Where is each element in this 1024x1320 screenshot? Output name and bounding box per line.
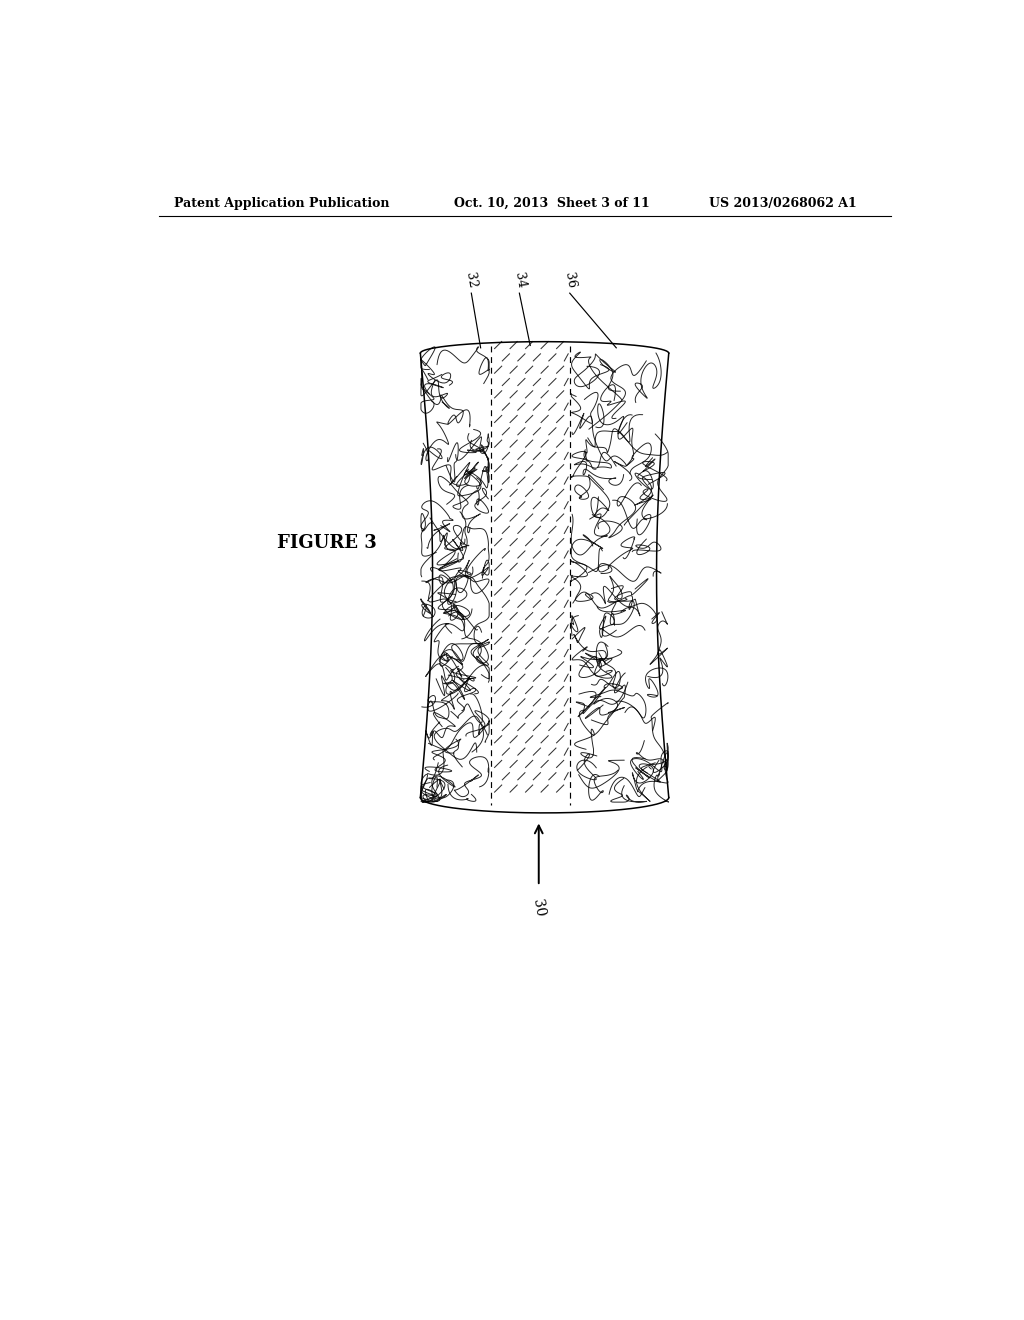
Text: US 2013/0268062 A1: US 2013/0268062 A1 — [710, 197, 857, 210]
Text: 30: 30 — [530, 899, 547, 917]
Text: Oct. 10, 2013  Sheet 3 of 11: Oct. 10, 2013 Sheet 3 of 11 — [454, 197, 649, 210]
Text: FIGURE 3: FIGURE 3 — [276, 535, 377, 552]
Text: 34: 34 — [512, 272, 527, 289]
Text: Patent Application Publication: Patent Application Publication — [174, 197, 390, 210]
Text: 32: 32 — [464, 272, 479, 289]
Text: 36: 36 — [562, 272, 578, 289]
